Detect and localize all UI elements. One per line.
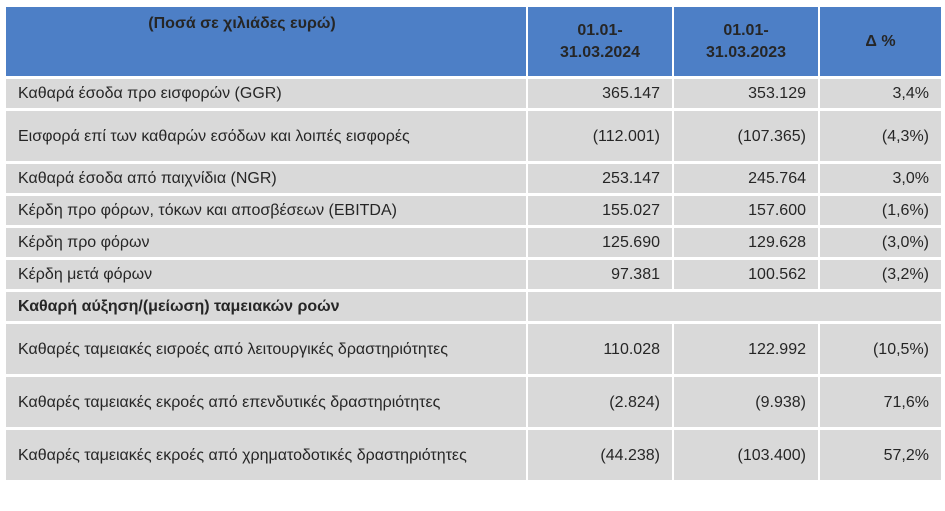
row-delta: 3,0% — [820, 164, 941, 193]
header-period-2023-start: 01.01- — [723, 21, 769, 39]
row-delta: (3,2%) — [820, 260, 941, 289]
financial-table: (Ποσά σε χιλιάδες ευρώ) 01.01- 31.03.202… — [4, 4, 943, 483]
table-row: Καθαρά έσοδα προ εισφορών (GGR) 365.147 … — [6, 79, 941, 108]
row-delta: (10,5%) — [820, 324, 941, 374]
header-period-2024-start: 01.01- — [577, 21, 623, 39]
header-amount-unit: (Ποσά σε χιλιάδες ευρώ) — [6, 7, 526, 76]
header-row: (Ποσά σε χιλιάδες ευρώ) 01.01- 31.03.202… — [6, 7, 941, 76]
row-value-2023: 353.129 — [674, 79, 818, 108]
row-label: Καθαρές ταμειακές εισροές από λειτουργικ… — [6, 324, 526, 374]
row-label: Κέρδη προ φόρων, τόκων και αποσβέσεων (E… — [6, 196, 526, 225]
table-row: Καθαρά έσοδα από παιχνίδια (NGR) 253.147… — [6, 164, 941, 193]
section-blank — [528, 292, 941, 321]
row-value-2023: (107.365) — [674, 111, 818, 161]
table-row: Καθαρές ταμειακές εκροές από χρηματοδοτι… — [6, 430, 941, 480]
row-value-2023: 122.992 — [674, 324, 818, 374]
row-delta: (3,0%) — [820, 228, 941, 257]
row-label: Καθαρά έσοδα από παιχνίδια (NGR) — [6, 164, 526, 193]
row-value-2024: 155.027 — [528, 196, 672, 225]
header-delta: Δ % — [820, 7, 941, 76]
row-label: Καθαρές ταμειακές εκροές από χρηματοδοτι… — [6, 430, 526, 480]
row-value-2023: 245.764 — [674, 164, 818, 193]
table-row: Καθαρές ταμειακές εκροές από επενδυτικές… — [6, 377, 941, 427]
section-row: Καθαρή αύξηση/(μείωση) ταμειακών ροών — [6, 292, 941, 321]
row-label: Καθαρές ταμειακές εκροές από επενδυτικές… — [6, 377, 526, 427]
row-delta: (1,6%) — [820, 196, 941, 225]
row-delta: 3,4% — [820, 79, 941, 108]
row-value-2024: 365.147 — [528, 79, 672, 108]
row-value-2023: (103.400) — [674, 430, 818, 480]
row-label: Κέρδη μετά φόρων — [6, 260, 526, 289]
row-label: Καθαρά έσοδα προ εισφορών (GGR) — [6, 79, 526, 108]
row-value-2024: 125.690 — [528, 228, 672, 257]
row-label: Εισφορά επί των καθαρών εσόδων και λοιπέ… — [6, 111, 526, 161]
section-title: Καθαρή αύξηση/(μείωση) ταμειακών ροών — [6, 292, 526, 321]
row-label: Κέρδη προ φόρων — [6, 228, 526, 257]
row-delta: 57,2% — [820, 430, 941, 480]
table-row: Κέρδη μετά φόρων 97.381 100.562 (3,2%) — [6, 260, 941, 289]
header-period-2024: 01.01- 31.03.2024 — [528, 7, 672, 76]
table-row: Κέρδη προ φόρων, τόκων και αποσβέσεων (E… — [6, 196, 941, 225]
row-value-2024: 97.381 — [528, 260, 672, 289]
header-period-2023-end: 31.03.2023 — [705, 43, 787, 61]
row-value-2023: 129.628 — [674, 228, 818, 257]
table-row: Κέρδη προ φόρων 125.690 129.628 (3,0%) — [6, 228, 941, 257]
table-row: Εισφορά επί των καθαρών εσόδων και λοιπέ… — [6, 111, 941, 161]
row-value-2024: (2.824) — [528, 377, 672, 427]
row-value-2024: 110.028 — [528, 324, 672, 374]
header-period-2024-end: 31.03.2024 — [559, 43, 641, 61]
row-value-2023: 157.600 — [674, 196, 818, 225]
row-value-2023: (9.938) — [674, 377, 818, 427]
row-delta: 71,6% — [820, 377, 941, 427]
row-value-2023: 100.562 — [674, 260, 818, 289]
row-value-2024: 253.147 — [528, 164, 672, 193]
row-value-2024: (44.238) — [528, 430, 672, 480]
row-delta: (4,3%) — [820, 111, 941, 161]
table-row: Καθαρές ταμειακές εισροές από λειτουργικ… — [6, 324, 941, 374]
header-period-2023: 01.01- 31.03.2023 — [674, 7, 818, 76]
row-value-2024: (112.001) — [528, 111, 672, 161]
